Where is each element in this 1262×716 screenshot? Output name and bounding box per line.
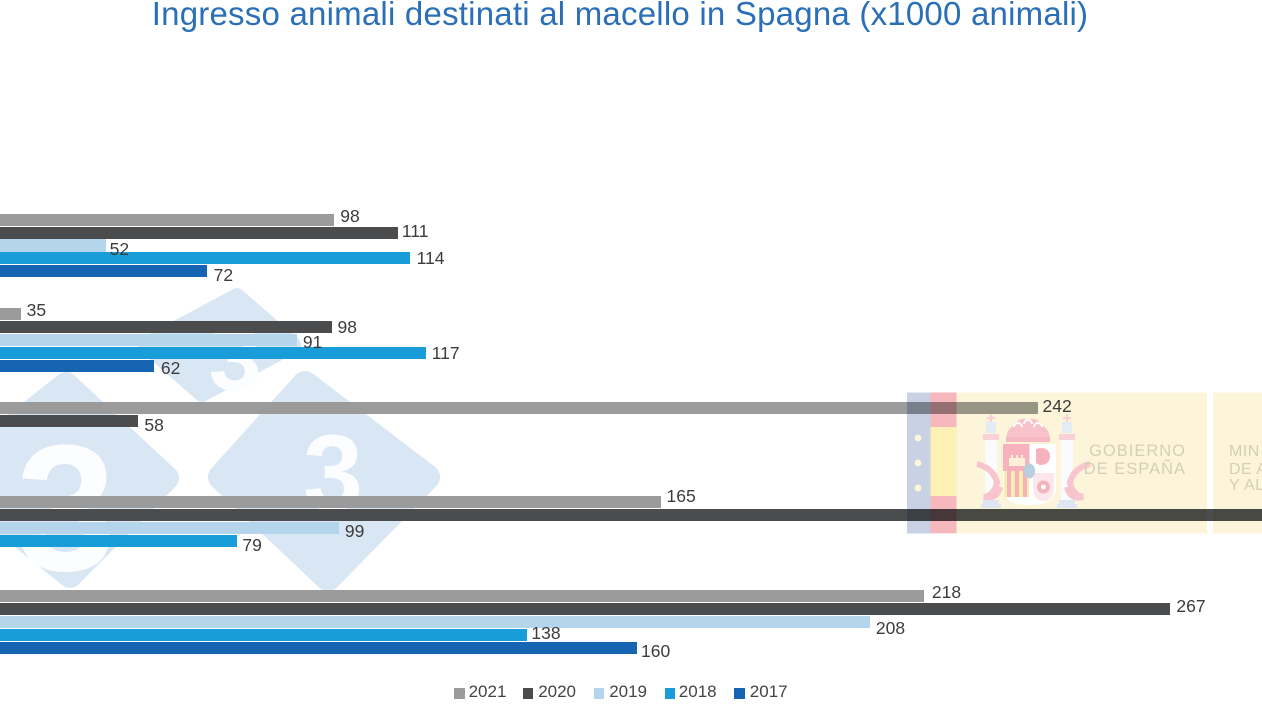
svg-text:MIN: MIN <box>1229 443 1260 460</box>
svg-text:3: 3 <box>16 408 116 609</box>
svg-text:DE A: DE A <box>1229 461 1262 478</box>
svg-text:GOBIERNO: GOBIERNO <box>1089 442 1186 460</box>
svg-text:Y AL: Y AL <box>1229 477 1262 494</box>
svg-text:DE ESPAÑA: DE ESPAÑA <box>1084 458 1186 478</box>
